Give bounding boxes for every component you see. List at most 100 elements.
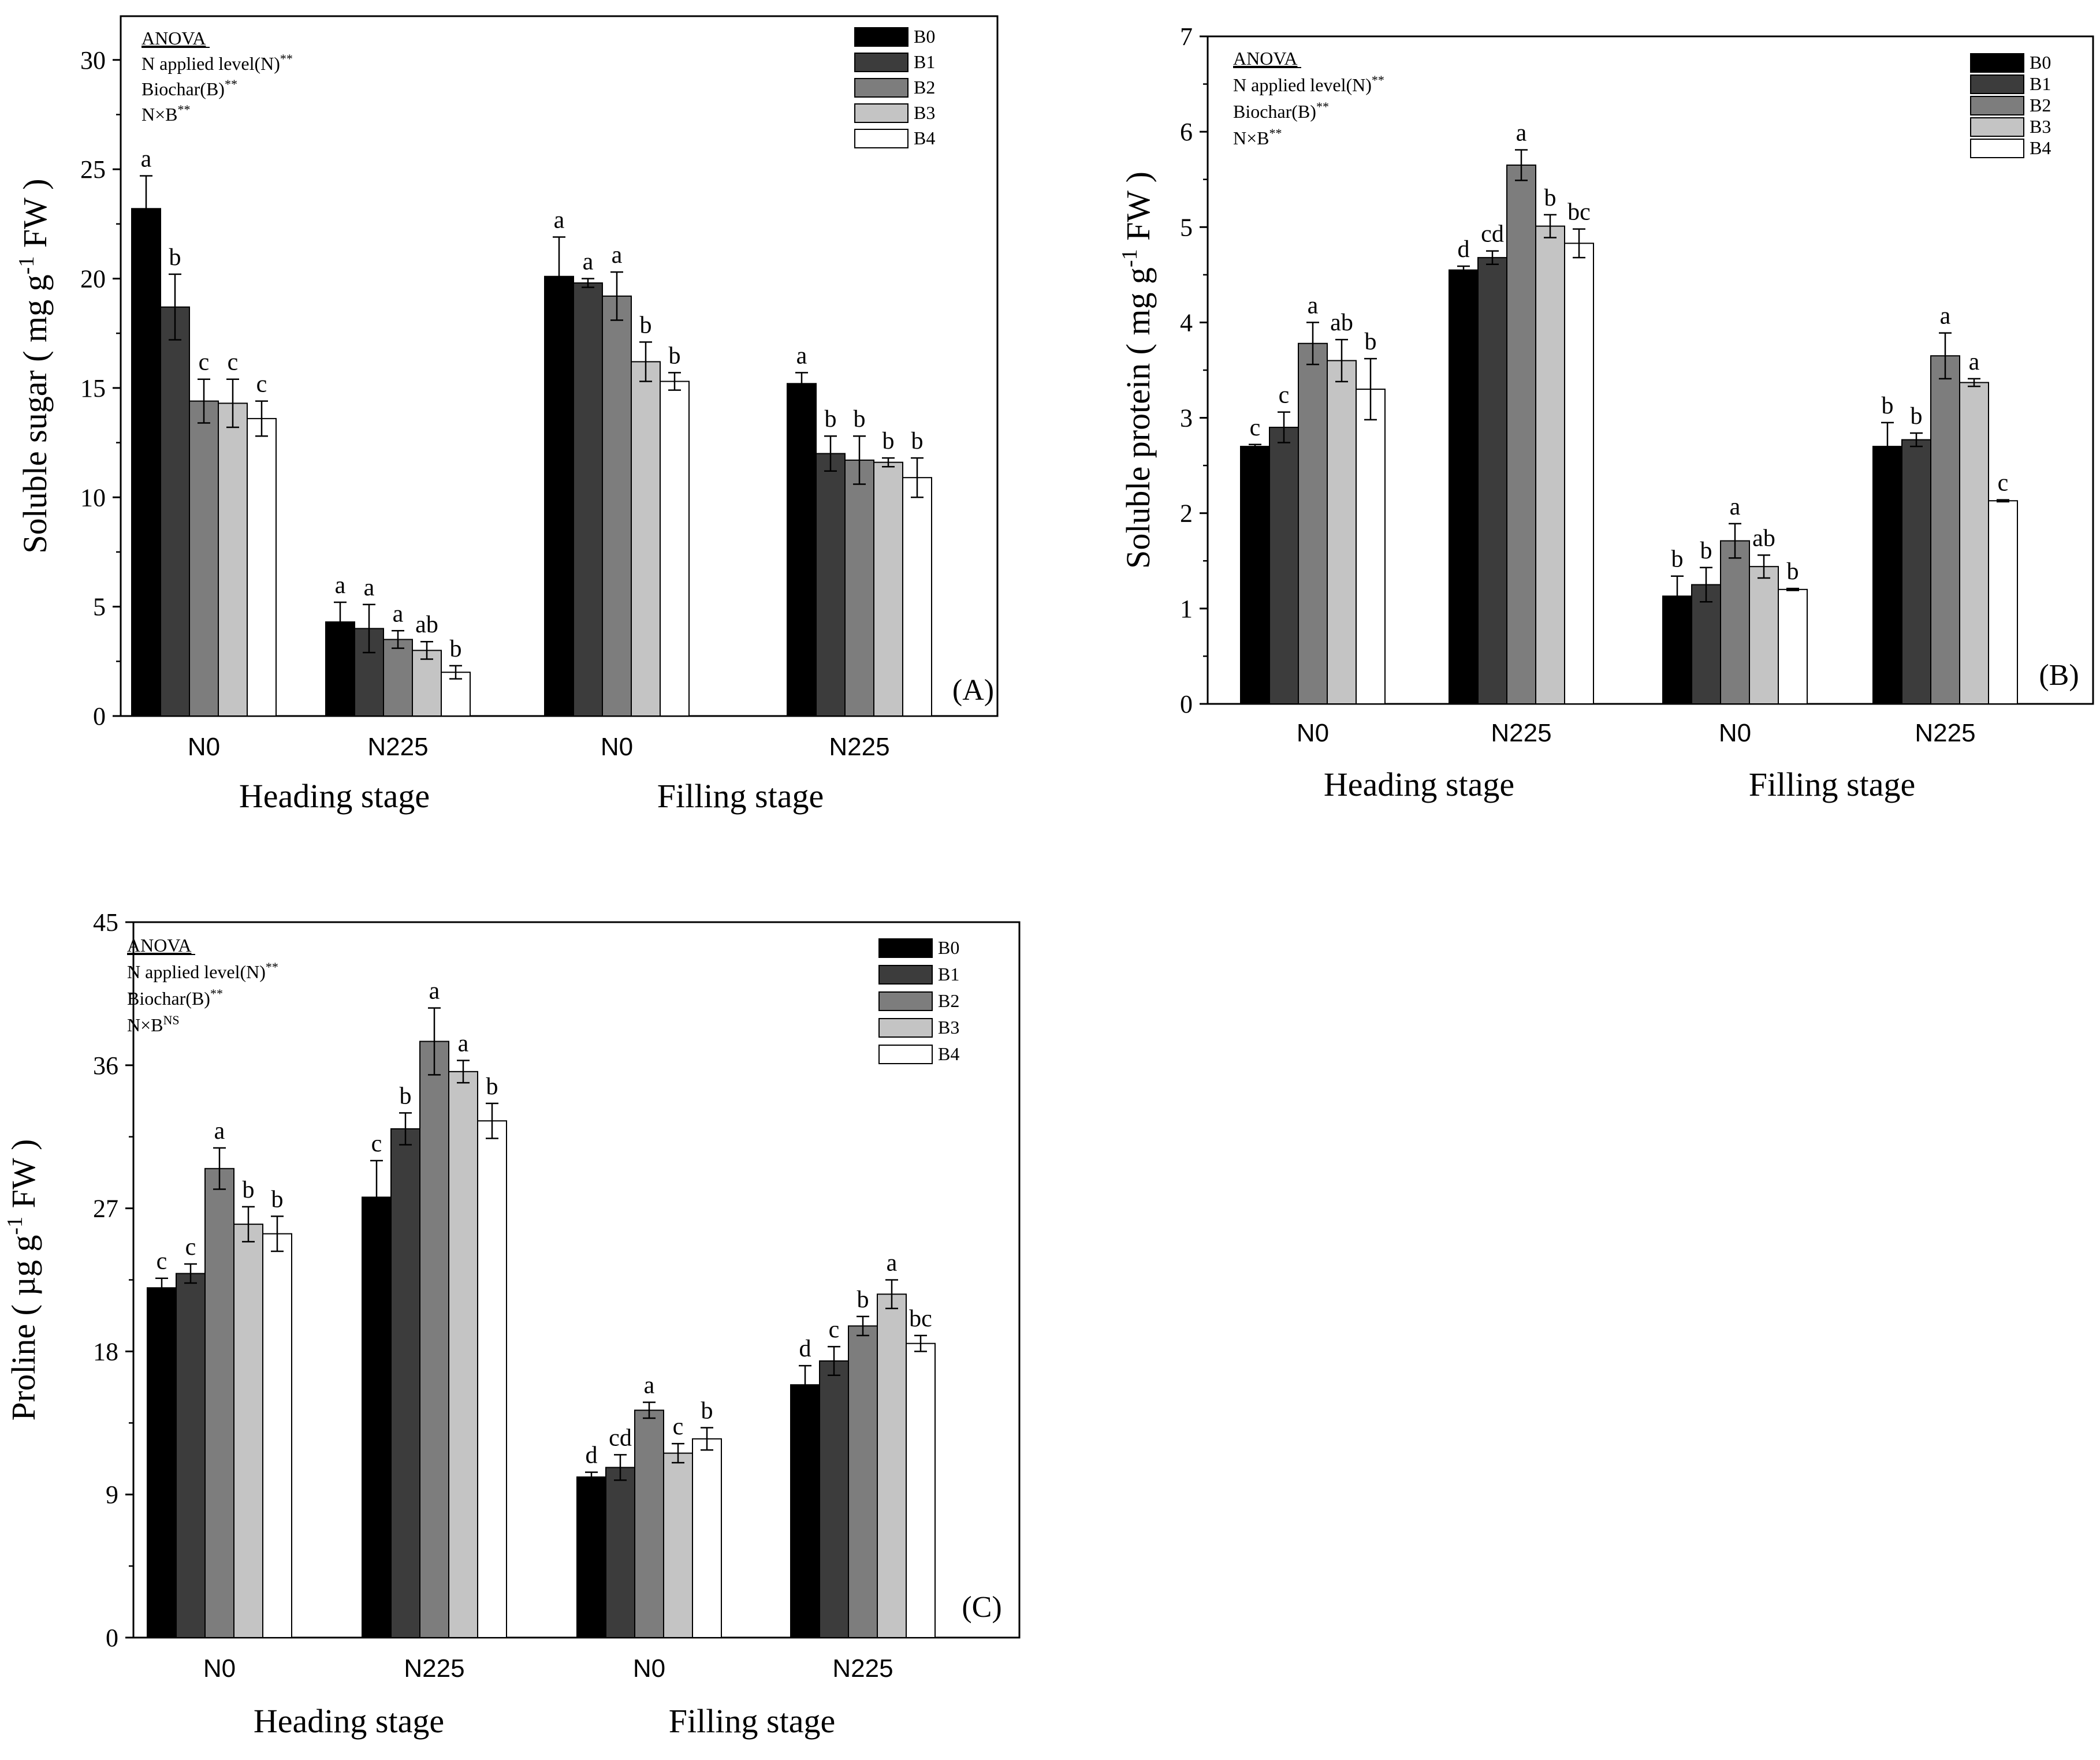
legend-swatch-b1 xyxy=(1970,74,2024,94)
y-tick-label: 36 xyxy=(93,1051,118,1080)
significance-letter: c xyxy=(1998,470,2009,497)
legend-label: B0 xyxy=(914,26,935,47)
significance-letter: bc xyxy=(1567,199,1591,226)
bar-b0 xyxy=(1449,269,1479,705)
y-tick-label: 1 xyxy=(1180,595,1193,623)
bar-b3 xyxy=(877,1293,907,1638)
y-tick-label: 0 xyxy=(106,1624,118,1652)
bar-b0 xyxy=(790,1384,820,1638)
legend-label: B2 xyxy=(2030,95,2051,115)
significance-letter: b xyxy=(883,428,895,454)
bar-b3 xyxy=(663,1452,693,1638)
significance-letter: b xyxy=(271,1186,284,1213)
anova-row: Biochar(B)** xyxy=(1233,99,1329,122)
y-tick-label: 27 xyxy=(93,1195,118,1223)
significance-letter: b xyxy=(911,428,924,454)
legend-label: B1 xyxy=(938,964,959,985)
anova-row: N applied level(N)** xyxy=(127,960,278,982)
significance-letter: a xyxy=(612,242,623,269)
y-tick-label: 15 xyxy=(80,374,106,402)
bar-b4 xyxy=(262,1233,292,1638)
legend-label: B1 xyxy=(2030,73,2051,94)
significance-letter: b xyxy=(169,244,181,271)
legend-label: B0 xyxy=(938,937,959,958)
y-tick-label: 2 xyxy=(1180,499,1193,528)
legend-label: B0 xyxy=(2030,52,2051,73)
bar-b4 xyxy=(247,417,277,717)
bar-b1 xyxy=(573,282,603,717)
legend-swatch-b2 xyxy=(1970,96,2024,115)
significance-letter: a xyxy=(644,1373,655,1399)
anova-row: N applied level(N)** xyxy=(1233,73,1384,95)
bar-b4 xyxy=(1988,500,2018,704)
significance-letter: a xyxy=(393,601,404,627)
significance-letter: a xyxy=(1969,349,1980,375)
x-category-label: N0 xyxy=(601,733,633,761)
bar-b2 xyxy=(189,400,219,717)
legend-label: B2 xyxy=(938,990,959,1011)
x-category-label: N225 xyxy=(1491,719,1551,747)
significance-letter: cd xyxy=(1481,221,1504,248)
stage-label: Filling stage xyxy=(657,777,824,815)
bar-b1 xyxy=(160,306,190,717)
y-tick-label: 10 xyxy=(80,483,106,512)
significance-letter: d xyxy=(586,1442,598,1469)
bar-b2 xyxy=(844,459,874,717)
significance-letter: c xyxy=(185,1234,196,1261)
bar-b0 xyxy=(787,383,817,717)
bar-b0 xyxy=(131,208,161,717)
stage-label: Filling stage xyxy=(669,1702,835,1740)
bar-b4 xyxy=(692,1438,722,1638)
significance-letter: a xyxy=(214,1118,225,1144)
bar-b3 xyxy=(1535,225,1565,704)
x-category-label: N0 xyxy=(633,1654,665,1683)
x-category-label: N0 xyxy=(188,733,220,761)
legend-swatch-b1 xyxy=(878,965,933,985)
significance-letter: c xyxy=(1279,382,1290,409)
significance-letter: a xyxy=(335,572,346,599)
bar-b1 xyxy=(390,1128,420,1638)
legend-swatch-b0 xyxy=(854,27,908,47)
anova-row: N×BNS xyxy=(127,1013,180,1035)
significance-letter: c xyxy=(673,1414,684,1440)
x-category-label: N225 xyxy=(829,733,889,761)
legend-label: B4 xyxy=(938,1043,959,1064)
bar-b0 xyxy=(147,1287,177,1638)
significance-letter: ab xyxy=(1752,525,1775,551)
significance-letter: b xyxy=(1787,558,1799,585)
significance-letter: a xyxy=(1308,292,1319,319)
anova-row: Biochar(B)** xyxy=(142,77,237,99)
legend-swatch-b3 xyxy=(1970,117,2024,137)
bar-b1 xyxy=(605,1467,635,1638)
significance-letter: a xyxy=(429,978,440,1005)
significance-letter: b xyxy=(825,406,837,432)
significance-letter: c xyxy=(1250,415,1261,441)
y-tick-label: 7 xyxy=(1180,23,1193,51)
bar-b1 xyxy=(1691,584,1721,704)
bar-b1 xyxy=(816,453,846,717)
bar-b2 xyxy=(1720,540,1750,704)
significance-letter: c xyxy=(371,1131,382,1157)
legend-swatch-b1 xyxy=(854,53,908,72)
significance-letter: b xyxy=(1671,546,1684,573)
bar-b2 xyxy=(1298,342,1328,704)
bar-b2 xyxy=(204,1168,234,1639)
legend-swatch-b3 xyxy=(878,1018,933,1038)
significance-letter: b xyxy=(1911,403,1923,430)
significance-letter: a xyxy=(1516,120,1527,147)
bar-b2 xyxy=(602,295,632,717)
bar-b4 xyxy=(477,1120,507,1638)
bar-b3 xyxy=(631,361,661,717)
y-axis-label: Soluble sugar ( mg g-1 FW ) xyxy=(14,178,54,553)
x-category-label: N225 xyxy=(367,733,428,761)
x-category-label: N0 xyxy=(1297,719,1329,747)
y-tick-label: 45 xyxy=(93,908,118,937)
significance-letter: d xyxy=(1458,236,1470,263)
legend-swatch-b3 xyxy=(854,103,908,123)
stage-label: Heading stage xyxy=(1324,766,1514,803)
anova-title: ANOVA xyxy=(127,935,191,956)
legend-label: B3 xyxy=(914,102,935,123)
legend-label: B3 xyxy=(2030,116,2051,137)
y-tick-label: 3 xyxy=(1180,404,1193,432)
chart-panel-1: 0 5 10 15 20 25 30 Soluble sugar ( mg g-1 FW ) a… xyxy=(14,15,999,815)
